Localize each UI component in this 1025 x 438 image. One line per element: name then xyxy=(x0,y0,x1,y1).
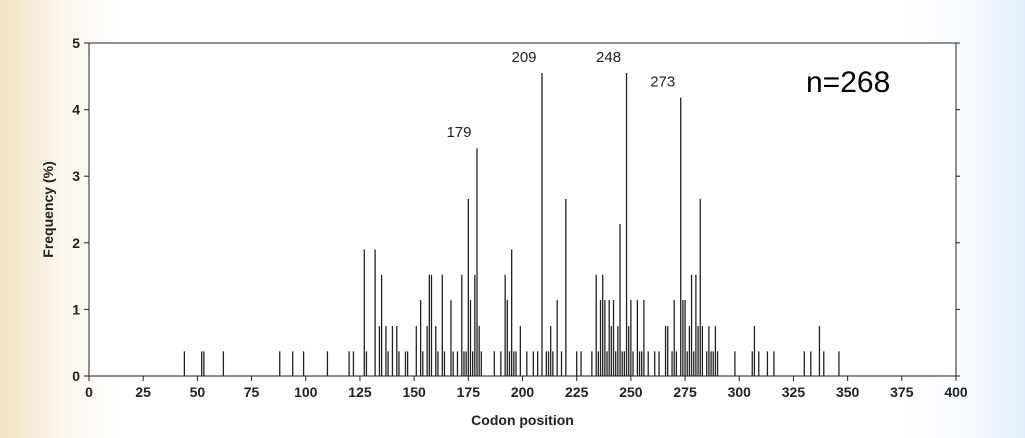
x-tick-label: 125 xyxy=(348,384,372,400)
x-tick-label: 350 xyxy=(836,384,860,400)
x-tick-label: 375 xyxy=(890,384,914,400)
x-tick-label: 400 xyxy=(944,384,968,400)
x-axis-ticks: 0 25 50 75 100 125 150 175 200 225 250 275 300 325 350… xyxy=(85,376,968,400)
x-tick-label: 275 xyxy=(673,384,697,400)
x-tick-label: 300 xyxy=(728,384,752,400)
plot-background xyxy=(89,43,956,376)
x-tick-label: 100 xyxy=(294,384,318,400)
peak-label: 273 xyxy=(650,74,675,91)
peak-label: 179 xyxy=(446,124,471,141)
x-tick-label: 175 xyxy=(457,384,481,400)
y-tick-label: 0 xyxy=(72,368,80,384)
x-tick-label: 0 xyxy=(85,384,93,400)
x-tick-label: 200 xyxy=(511,384,535,400)
y-tick-label: 3 xyxy=(72,168,80,184)
y-tick-label: 4 xyxy=(72,102,80,118)
sample-size-annotation: n=268 xyxy=(806,66,890,99)
x-tick-label: 50 xyxy=(190,384,206,400)
y-axis-label: Frequency (%) xyxy=(40,161,56,257)
peak-labels: 179 209 248 273 xyxy=(446,49,675,141)
peak-label: 248 xyxy=(596,49,621,66)
x-tick-label: 150 xyxy=(402,384,426,400)
y-axis-ticks: 0 1 2 3 4 5 xyxy=(72,35,960,384)
x-tick-label: 250 xyxy=(619,384,643,400)
y-tick-label: 1 xyxy=(72,301,80,317)
x-tick-label: 75 xyxy=(244,384,260,400)
x-tick-label: 225 xyxy=(565,384,589,400)
peak-label: 209 xyxy=(511,49,536,66)
x-tick-label: 25 xyxy=(135,384,151,400)
x-axis-label: Codon position xyxy=(471,412,574,428)
bars-group xyxy=(183,72,840,376)
y-tick-label: 5 xyxy=(72,35,80,51)
y-tick-label: 2 xyxy=(72,235,80,251)
x-tick-label: 325 xyxy=(782,384,806,400)
